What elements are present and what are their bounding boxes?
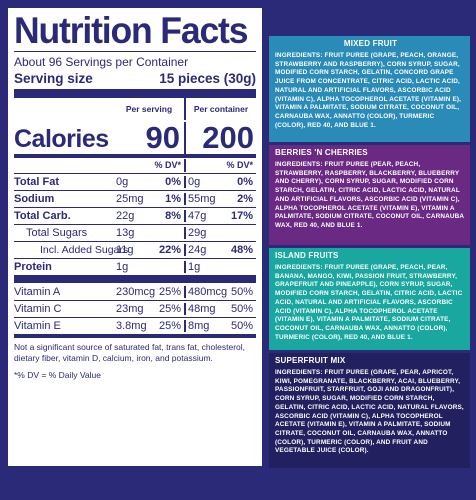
container-amount: 1g xyxy=(184,261,221,273)
nutrient-label: Vitamin A xyxy=(14,285,61,298)
serving-amount: 23mg xyxy=(116,303,144,315)
nutrient-row-sodium: Sodium 25mg 1% 55mg 2% xyxy=(14,190,256,207)
container-amount: 480mcg xyxy=(184,285,227,298)
column-headers: Per serving Per container xyxy=(14,98,256,120)
serving-amount: 3.8mg xyxy=(116,320,147,332)
container-amount: 29g xyxy=(184,227,221,239)
ingredients-title: SUPERFRUIT MIX xyxy=(275,356,346,365)
container-amount: 8mg xyxy=(184,320,221,332)
nutrition-facts-panel: Nutrition Facts About 96 Servings per Co… xyxy=(6,6,264,468)
calories-per-serving: 90 xyxy=(145,120,180,155)
container-amount: 47g xyxy=(184,210,221,222)
serving-size-row: Serving size 15 pieces (30g) xyxy=(14,70,256,87)
ingredients-superfruit-mix: SUPERFRUIT MIX INGREDIENTS: FRUIT PUREE … xyxy=(269,353,470,468)
container-dv: 48% xyxy=(230,244,253,256)
nutrient-label: Vitamin C xyxy=(14,303,62,315)
nutrient-label: Incl. Added Sugars xyxy=(40,244,129,256)
serving-size-label: Serving size xyxy=(14,71,93,86)
serving-size-value: 15 pieces (30g) xyxy=(159,71,256,86)
serving-dv: 25% xyxy=(158,320,181,332)
serving-amount: 22g xyxy=(116,210,135,222)
ingredients-text: INGREDIENTS: FRUIT PUREE (GRAPE, PEACH, … xyxy=(275,264,463,341)
nutrient-row-total-sugars: Total Sugars 13g 29g xyxy=(14,224,256,241)
container-dv: 50% xyxy=(230,285,253,298)
per-serving-header: Per serving xyxy=(125,104,173,114)
ingredients-title: BERRIES 'N CHERRIES xyxy=(275,148,368,157)
ingredients-title: ISLAND FRUITS xyxy=(275,251,339,260)
container-dv: 0% xyxy=(237,176,253,188)
nutrient-row-vitamin-e: Vitamin E 3.8mg 25% 8mg 50% xyxy=(14,317,256,334)
nutrient-label: Sodium xyxy=(14,193,55,205)
container-amount: 24g xyxy=(184,244,221,256)
serving-dv: 8% xyxy=(165,210,181,222)
container-amount: 48mg xyxy=(184,303,221,315)
nutrient-label: Total Fat xyxy=(14,176,60,188)
per-container-header: Per container xyxy=(184,98,256,120)
nutrient-row-protein: Protein 1g 1g xyxy=(14,258,256,275)
serving-dv: 25% xyxy=(158,303,181,315)
serving-dv: 1% xyxy=(165,193,181,205)
ingredients-text: INGREDIENTS: FRUIT PUREE (GRAPE, PEACH, … xyxy=(275,52,462,129)
container-dv: 50% xyxy=(230,320,253,332)
serving-amount: 230mcg xyxy=(116,285,156,298)
ingredients-title: MIXED FRUIT xyxy=(343,39,398,48)
ingredients-island-fruits: ISLAND FRUITS INGREDIENTS: FRUIT PUREE (… xyxy=(269,248,470,350)
serving-dv: 22% xyxy=(158,244,181,256)
footnote-daily-value: *% DV = % Daily Value xyxy=(14,370,102,380)
nutrient-label: Total Carb. xyxy=(14,210,71,222)
container-dv: 50% xyxy=(230,303,253,315)
nutrient-label: Protein xyxy=(14,261,52,273)
container-amount: 55mg xyxy=(184,193,221,205)
container-dv: 2% xyxy=(237,193,253,205)
serving-amount: 1g xyxy=(116,261,129,273)
nutrient-row-vitamin-a: Vitamin A 230mcg 25% 480mcg 50% xyxy=(14,283,256,300)
ingredients-mixed-fruit: MIXED FRUIT INGREDIENTS: FRUIT PUREE (GR… xyxy=(269,36,470,142)
nutrient-row-total-carb: Total Carb. 22g 8% 47g 17% xyxy=(14,207,256,224)
serving-dv: 25% xyxy=(158,285,181,298)
nutrition-facts-title: Nutrition Facts xyxy=(14,10,248,51)
calories-row: Calories 90 200 xyxy=(14,120,256,154)
nutrient-row-added-sugars: Incl. Added Sugars 11g 22% 24g 48% xyxy=(14,241,256,258)
serving-amount: 11g xyxy=(116,244,134,256)
serving-amount: 13g xyxy=(116,227,135,239)
dv-header-serving: % DV* xyxy=(154,160,181,170)
container-amount: 0g xyxy=(184,176,221,188)
servings-per-container: About 96 Servings per Container xyxy=(14,55,189,69)
serving-amount: 0g xyxy=(116,176,129,188)
dv-header-row: % DV* % DV* xyxy=(14,158,256,173)
dv-header-container: % DV* xyxy=(184,159,256,172)
nutrient-row-total-fat: Total Fat 0g 0% 0g 0% xyxy=(14,173,256,190)
nutrient-row-vitamin-c: Vitamin C 23mg 25% 48mg 50% xyxy=(14,300,256,317)
ingredients-berries-cherries: BERRIES 'N CHERRIES INGREDIENTS: FRUIT P… xyxy=(269,145,470,245)
nutrient-label: Total Sugars xyxy=(26,227,88,239)
ingredients-text: INGREDIENTS: FRUIT PUREE (GRAPE, PEAR, A… xyxy=(275,369,464,455)
serving-amount: 25mg xyxy=(116,193,144,205)
container-dv: 17% xyxy=(230,210,253,222)
nutrient-label: Vitamin E xyxy=(14,320,61,332)
serving-dv: 0% xyxy=(165,176,181,188)
calories-per-container: 200 xyxy=(184,122,256,154)
footnote-not-significant: Not a significant source of saturated fa… xyxy=(14,342,246,363)
ingredients-text: INGREDIENTS: FRUIT PUREE (PEAR, PEACH, S… xyxy=(275,161,464,229)
calories-label: Calories xyxy=(14,125,109,153)
